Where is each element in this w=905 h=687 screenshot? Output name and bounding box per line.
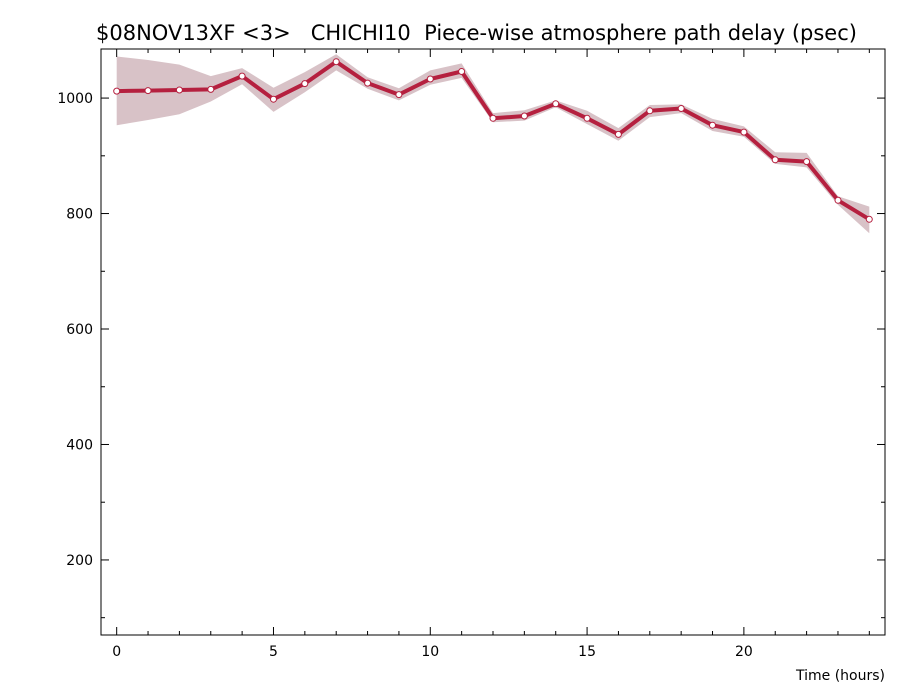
tick-labels: 0 5 10 15 20 200 400 600 800 1000 (57, 91, 752, 660)
y-tick-label: 800 (66, 207, 93, 223)
data-point (583, 114, 591, 122)
plot-frame (100, 48, 886, 636)
data-point (552, 100, 560, 108)
x-tick-label: 0 (112, 644, 121, 660)
data-point (395, 91, 403, 99)
data-point (364, 79, 372, 87)
y-tick-label: 600 (66, 322, 93, 338)
data-point (301, 80, 309, 88)
data-point (332, 58, 340, 66)
data-point (489, 114, 497, 122)
y-tick-label: 1000 (57, 91, 93, 107)
x-axis-label: Time (hours) (795, 668, 885, 684)
data-points (113, 58, 873, 223)
data-point (175, 86, 183, 94)
data-point (834, 196, 842, 204)
x-tick-label: 10 (421, 644, 439, 660)
data-point (709, 121, 716, 129)
data-point (771, 156, 779, 164)
data-point (144, 87, 152, 95)
chart-title: $08NOV13XF <3> CHICHI10 Piece-wise atmos… (96, 21, 857, 45)
data-point (520, 112, 528, 120)
data-point (270, 95, 277, 103)
data-point (865, 215, 873, 223)
data-point (614, 130, 622, 138)
data-point (646, 107, 654, 115)
x-tick-label: 5 (269, 644, 278, 660)
y-tick-label: 400 (66, 437, 93, 453)
data-point (207, 85, 215, 93)
data-point (458, 68, 466, 75)
x-tick-label: 15 (578, 644, 596, 660)
data-point (803, 158, 811, 166)
y-tick-label: 200 (66, 553, 93, 569)
data-point (677, 105, 685, 112)
axis-ticks (101, 49, 885, 635)
data-point (740, 128, 748, 136)
data-point (426, 75, 434, 83)
data-point (113, 87, 121, 95)
data-point (238, 72, 246, 80)
x-tick-label: 20 (735, 644, 753, 660)
uncertainty-band (116, 54, 870, 234)
plot-area (113, 54, 873, 234)
